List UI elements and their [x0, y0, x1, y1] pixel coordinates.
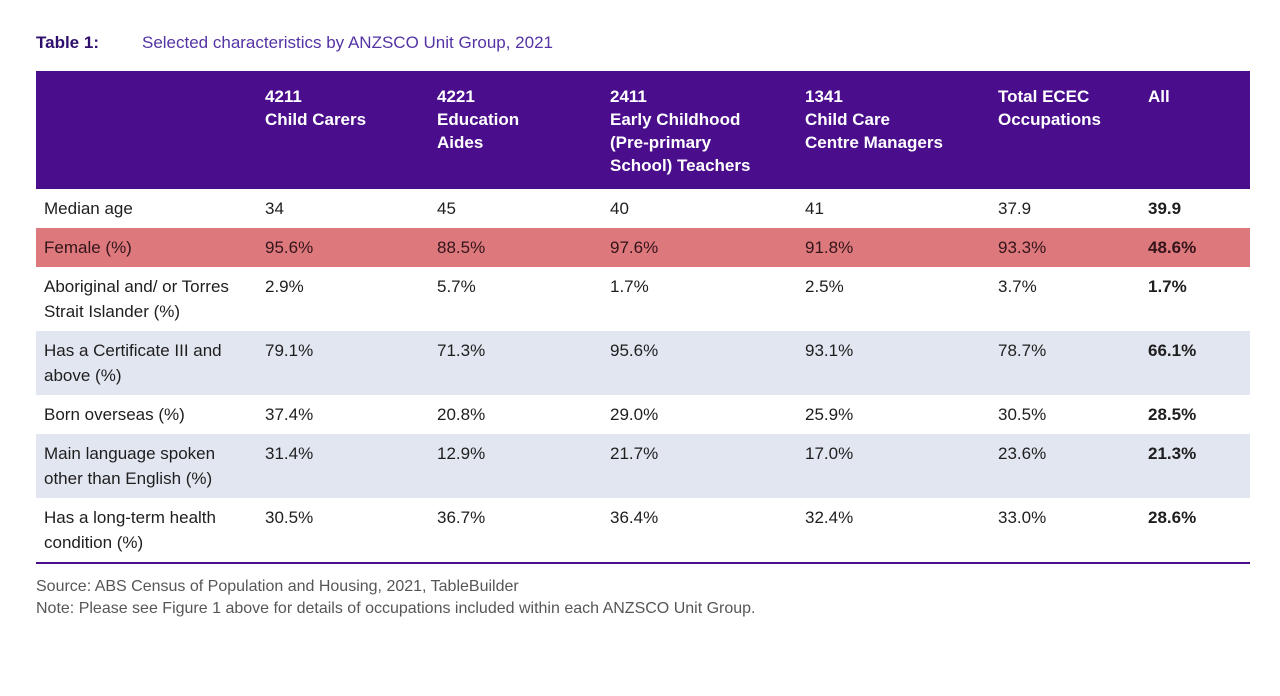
table-number-label: Table 1: [36, 33, 99, 52]
value-cell: 95.6% [265, 238, 314, 257]
value-cell: 95.6% [610, 341, 659, 360]
row-label-header-cell [36, 71, 265, 189]
column-code: 1341 [805, 87, 843, 106]
value-cell: 97.6% [610, 238, 659, 257]
value-cell: 37.4% [265, 405, 314, 424]
value-cell: 1.7% [1148, 277, 1187, 296]
value-cell: 20.8% [437, 405, 486, 424]
report-page: Table 1: Selected characteristics by ANZS… [36, 32, 1250, 620]
value-cell: 39.9 [1148, 199, 1182, 218]
column-name: Education Aides [437, 110, 520, 152]
table-caption: Selected characteristics by ANZSCO Unit … [141, 33, 553, 52]
table-body: Median age 34 45 40 41 37.9 39.9 Female (%) 95.6… [36, 189, 1250, 563]
value-cell: 88.5% [437, 238, 486, 257]
value-cell: 23.6% [998, 444, 1047, 463]
column-code: 2411 [610, 87, 647, 106]
row-label: Female (%) [44, 238, 132, 257]
value-cell: 91.8% [805, 238, 854, 257]
table-title: Table 1: Selected characteristics by ANZS… [36, 32, 1250, 54]
header-row: 4211 Child Carers 4221 Education Aides 2411 E… [36, 71, 1250, 189]
row-label: Born overseas (%) [44, 405, 185, 424]
column-name: Child Carers [265, 110, 367, 129]
figure-reference-note: Note: Please see Figure 1 above for deta… [36, 600, 756, 617]
row-label: Median age [44, 199, 133, 218]
table-row: Has a Certificate III and above (%) 79.1%… [36, 331, 1250, 395]
value-cell: 32.4% [805, 508, 854, 527]
value-cell: 2.5% [805, 277, 844, 296]
table-header: 4211 Child Carers 4221 Education Aides 2411 E… [36, 71, 1250, 189]
value-cell: 3.7% [998, 277, 1037, 296]
value-cell: 28.6% [1148, 508, 1197, 527]
value-cell: 79.1% [265, 341, 314, 360]
value-cell: 33.0% [998, 508, 1047, 527]
column-header-cell: All [1148, 71, 1250, 189]
column-header-cell: 2411 Early Childhood (Pre-primary School)… [610, 71, 805, 189]
table-row: Has a long-term health condition (%) 30.5… [36, 498, 1250, 563]
row-label: Has a long-term health condition (%) [44, 508, 216, 552]
column-name: Total ECEC Occupations [998, 87, 1101, 129]
value-cell: 40 [610, 199, 629, 218]
value-cell: 2.9% [265, 277, 304, 296]
value-cell: 21.3% [1148, 444, 1197, 463]
column-header-cell: Total ECEC Occupations [998, 71, 1148, 189]
row-label: Has a Certificate III and above (%) [44, 341, 222, 385]
table-row: Aboriginal and/ or Torres Strait Islande… [36, 267, 1250, 331]
value-cell: 93.3% [998, 238, 1047, 257]
table-row: Born overseas (%) 37.4% 20.8% 29.0% 25.9% 30.… [36, 395, 1250, 434]
column-name: Early Childhood (Pre-primary School) Tea… [610, 110, 751, 175]
column-header-cell: 1341 Child Care Centre Managers [805, 71, 998, 189]
value-cell: 31.4% [265, 444, 314, 463]
value-cell: 29.0% [610, 405, 659, 424]
value-cell: 34 [265, 199, 284, 218]
value-cell: 93.1% [805, 341, 854, 360]
value-cell: 25.9% [805, 405, 854, 424]
value-cell: 36.4% [610, 508, 659, 527]
value-cell: 45 [437, 199, 456, 218]
value-cell: 17.0% [805, 444, 854, 463]
column-header-cell: 4211 Child Carers [265, 71, 437, 189]
value-cell: 41 [805, 199, 824, 218]
value-cell: 30.5% [265, 508, 314, 527]
column-name: Child Care Centre Managers [805, 110, 943, 152]
value-cell: 30.5% [998, 405, 1047, 424]
table-row: Median age 34 45 40 41 37.9 39.9 [36, 189, 1250, 228]
column-header-cell: 4221 Education Aides [437, 71, 610, 189]
value-cell: 1.7% [610, 277, 649, 296]
source-note: Source: ABS Census of Population and Hou… [36, 578, 519, 595]
column-name: All [1148, 87, 1170, 106]
table-footnotes: Source: ABS Census of Population and Hou… [36, 576, 1250, 620]
characteristics-table: 4211 Child Carers 4221 Education Aides 2411 E… [36, 71, 1250, 564]
value-cell: 48.6% [1148, 238, 1197, 257]
value-cell: 37.9 [998, 199, 1032, 218]
value-cell: 28.5% [1148, 405, 1197, 424]
row-label: Main language spoken other than English … [44, 444, 216, 488]
table-row: Main language spoken other than English … [36, 434, 1250, 498]
value-cell: 36.7% [437, 508, 486, 527]
value-cell: 66.1% [1148, 341, 1197, 360]
table-row: Female (%) 95.6% 88.5% 97.6% 91.8% 93.3% 48.6% [36, 228, 1250, 267]
value-cell: 5.7% [437, 277, 476, 296]
value-cell: 12.9% [437, 444, 486, 463]
column-code: 4211 [265, 87, 302, 106]
value-cell: 21.7% [610, 444, 659, 463]
row-label: Aboriginal and/ or Torres Strait Islande… [44, 277, 229, 321]
value-cell: 71.3% [437, 341, 486, 360]
column-code: 4221 [437, 87, 475, 106]
value-cell: 78.7% [998, 341, 1047, 360]
